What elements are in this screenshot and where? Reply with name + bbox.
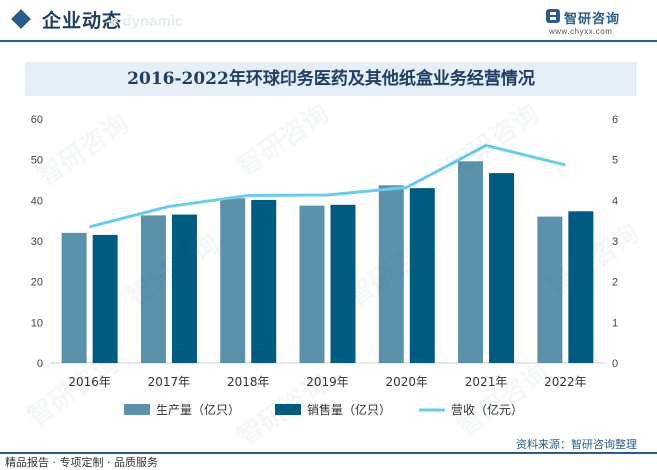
chart-title-band: 2016-2022年环球印务医药及其他纸盒业务经营情况 — [25, 62, 637, 96]
header-rule — [0, 40, 657, 42]
y-left-axis: 0 10 20 30 40 50 60 — [31, 114, 43, 370]
x-axis: 2016年 2017年 2018年 2019年 2020年 2021年 2022年 — [68, 375, 586, 389]
x-tick-label: 2018年 — [227, 375, 270, 389]
bar — [409, 188, 435, 363]
y-right-tick-label: 3 — [612, 236, 618, 248]
y-right-tick-label: 6 — [612, 114, 618, 126]
x-tick-label: 2021年 — [465, 375, 508, 389]
x-tick-label: 2016年 — [68, 375, 111, 389]
y-right-tick-label: 4 — [612, 195, 618, 207]
chart-title: 2016-2022年环球印务医药及其他纸盒业务经营情况 — [127, 69, 535, 89]
brand-logo: 智研咨询 www.chyxx.com — [545, 7, 645, 39]
legend-label: 营收（亿元） — [451, 402, 523, 417]
bar — [568, 211, 594, 363]
bar — [299, 205, 325, 363]
line-marks — [89, 143, 566, 229]
bar — [92, 234, 118, 363]
series-line — [89, 143, 566, 229]
x-tick-label: 2020年 — [386, 375, 429, 389]
section-subtitle: e dynamic — [110, 13, 184, 30]
y-left-tick-label: 30 — [31, 236, 43, 248]
brand-icon — [546, 9, 560, 23]
bar — [251, 199, 277, 363]
bar — [489, 173, 515, 363]
bar-marks — [61, 161, 594, 363]
y-left-tick-label: 50 — [31, 155, 43, 167]
bar — [140, 215, 166, 363]
brand-name: 智研咨询 — [564, 12, 621, 27]
y-right-tick-label: 5 — [612, 155, 618, 167]
section-title: 企业动态 — [42, 10, 123, 32]
legend-label: 生产量（亿只） — [156, 402, 240, 417]
y-right-tick-label: 2 — [612, 277, 618, 289]
x-tick-label: 2022年 — [544, 375, 587, 389]
bar — [61, 232, 87, 363]
y-left-tick-label: 40 — [31, 195, 43, 207]
y-left-tick-label: 60 — [31, 114, 43, 126]
legend-label: 销售量（亿只） — [307, 402, 391, 417]
footer-tagline: 精品报告 · 专项定制 · 品质服务 — [5, 456, 158, 469]
section-header: 企业动态 e dynamic — [0, 0, 657, 44]
y-right-tick-label: 1 — [612, 317, 618, 329]
brand-url: www.chyxx.com — [549, 27, 613, 36]
y-left-tick-label: 10 — [31, 317, 43, 329]
bar — [537, 216, 563, 363]
bar — [378, 185, 404, 363]
legend-swatch — [124, 404, 150, 415]
footer: 资料来源：智研咨询整理 精品报告 · 专项定制 · 品质服务 — [0, 434, 657, 470]
footer-rule — [0, 452, 657, 454]
y-left-tick-label: 0 — [37, 358, 43, 370]
bar — [171, 214, 197, 363]
bar — [330, 204, 356, 363]
legend-swatch — [275, 404, 301, 415]
bar — [220, 198, 246, 363]
y-left-tick-label: 20 — [31, 277, 43, 289]
legend: 生产量（亿只） 销售量（亿只） 营收（亿元） — [124, 402, 523, 417]
x-tick-label: 2017年 — [148, 375, 191, 389]
y-right-tick-label: 0 — [612, 358, 618, 370]
x-tick-label: 2019年 — [306, 375, 349, 389]
y-right-axis: 0 1 2 3 4 5 6 — [612, 114, 618, 370]
source-note: 资料来源：智研咨询整理 — [516, 438, 637, 451]
bar — [458, 161, 484, 363]
